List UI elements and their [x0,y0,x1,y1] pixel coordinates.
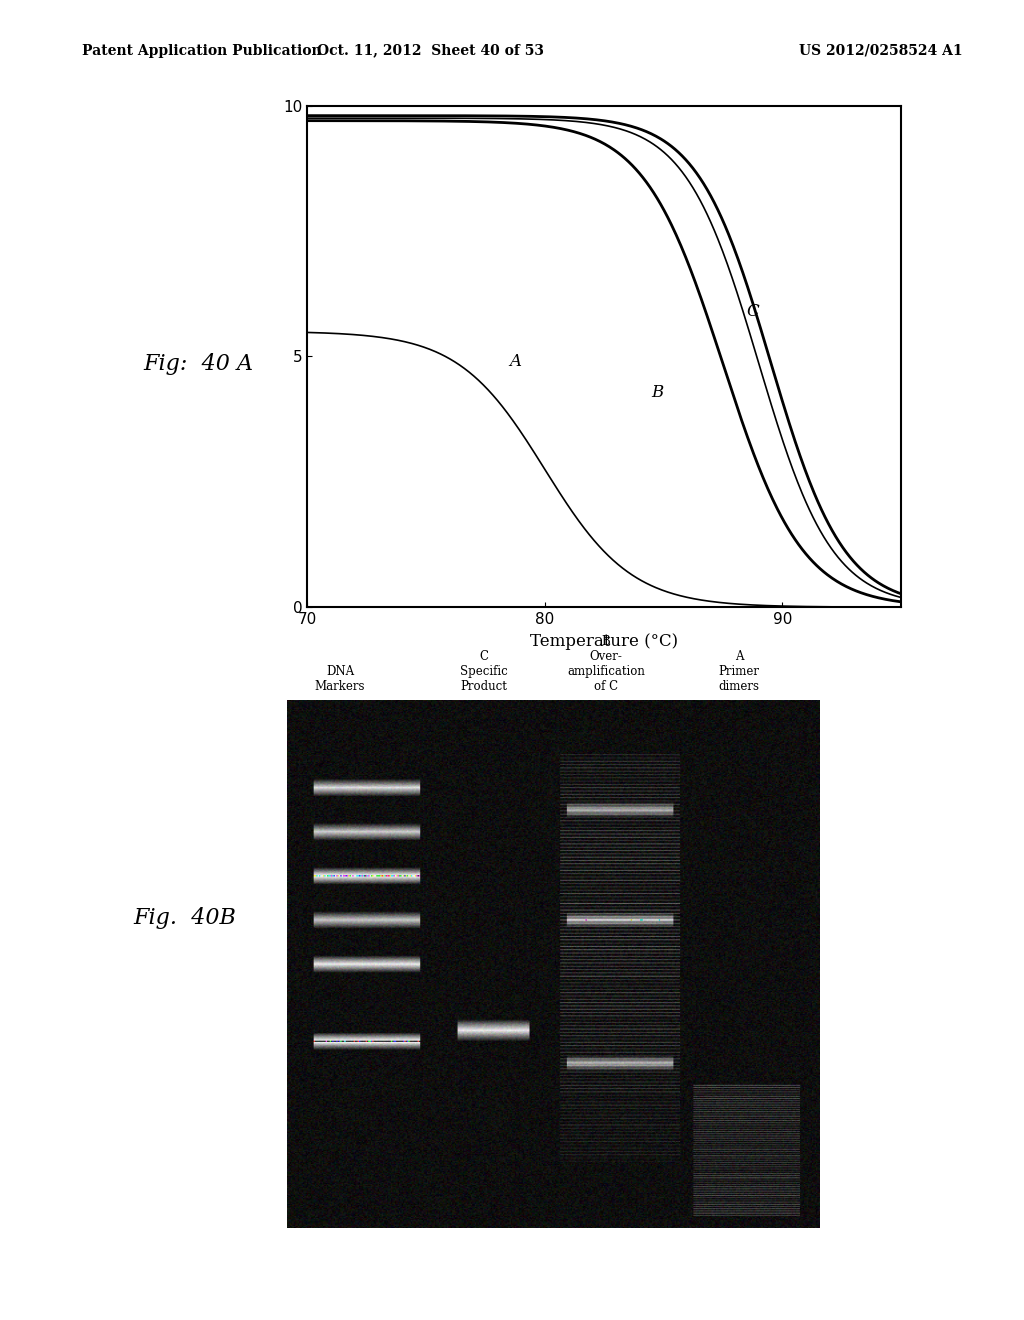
Text: B: B [651,384,664,400]
Text: B
Over-
amplification
of C: B Over- amplification of C [567,635,645,693]
Text: DNA
Markers: DNA Markers [314,665,366,693]
Text: C: C [746,304,760,321]
Text: Fig.  40B: Fig. 40B [133,907,236,929]
Text: A
Primer
dimers: A Primer dimers [719,649,760,693]
Text: Patent Application Publication: Patent Application Publication [82,44,322,58]
Text: A: A [509,354,521,371]
Text: C
Specific
Product: C Specific Product [460,649,508,693]
Text: Fig:  40 A: Fig: 40 A [143,352,254,375]
Text: Oct. 11, 2012  Sheet 40 of 53: Oct. 11, 2012 Sheet 40 of 53 [316,44,544,58]
Text: US 2012/0258524 A1: US 2012/0258524 A1 [799,44,963,58]
X-axis label: Temperature (°C): Temperature (°C) [530,632,678,649]
